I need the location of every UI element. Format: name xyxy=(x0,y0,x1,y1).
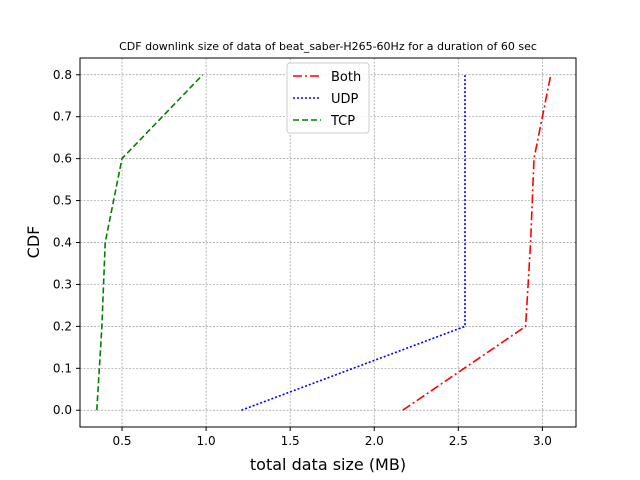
y-tick-label: 0.4 xyxy=(53,236,72,250)
y-axis-label: CDF xyxy=(24,226,43,259)
x-tick-label: 1.0 xyxy=(197,434,216,448)
series-line-tcp xyxy=(96,74,204,411)
axis-ticks: 0.5 1.0 1.5 2.0 2.5 3.0 0.0 0.1 0.2 0.3 0.4 0.5 0.6 0… xyxy=(53,68,552,448)
legend-label-udp: UDP xyxy=(331,92,359,107)
x-axis-label: total data size (MB) xyxy=(250,455,406,474)
x-tick-label: 0.5 xyxy=(112,434,131,448)
series-lines xyxy=(96,74,552,411)
y-tick-label: 0.5 xyxy=(53,194,72,208)
legend-label-both: Both xyxy=(331,70,361,85)
y-tick-label: 0.1 xyxy=(53,361,72,375)
legend: Both UDP TCP xyxy=(286,62,370,134)
legend-label-tcp: TCP xyxy=(330,114,355,129)
y-tick-label: 0.3 xyxy=(53,277,72,291)
x-tick-label: 2.0 xyxy=(365,434,384,448)
x-tick-label: 1.5 xyxy=(281,434,300,448)
y-tick-label: 0.0 xyxy=(53,403,72,417)
y-tick-label: 0.2 xyxy=(53,319,72,333)
chart-title: CDF downlink size of data of beat_saber-… xyxy=(119,40,537,53)
x-tick-label: 2.5 xyxy=(449,434,468,448)
series-line-both xyxy=(402,74,552,411)
y-tick-label: 0.8 xyxy=(53,68,72,82)
y-tick-label: 0.6 xyxy=(53,152,72,166)
x-tick-label: 3.0 xyxy=(533,434,552,448)
legend-box xyxy=(286,62,370,134)
y-tick-label: 0.7 xyxy=(53,110,72,124)
